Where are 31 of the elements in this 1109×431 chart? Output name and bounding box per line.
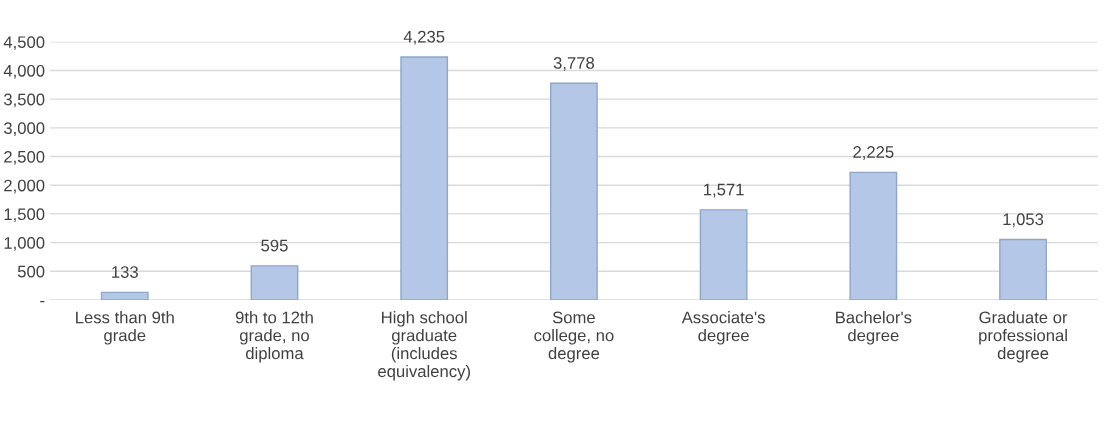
y-tick-label: 4,000 xyxy=(3,64,45,79)
y-tick-label: 1,500 xyxy=(4,208,45,223)
bar xyxy=(699,209,748,300)
y-tick-label: 3,000 xyxy=(3,122,45,137)
data-label: 4,235 xyxy=(403,30,445,45)
bar xyxy=(400,56,449,300)
y-tick-label: 500 xyxy=(17,265,45,278)
x-tick-label: Bachelor's degree xyxy=(836,311,912,345)
x-tick-label: Less than 9th grade xyxy=(76,311,174,345)
data-label: 1,053 xyxy=(1003,213,1044,228)
y-tick-label: 2,500 xyxy=(4,150,45,165)
data-label: 133 xyxy=(112,266,138,278)
y-tick-label: 2,000 xyxy=(4,179,45,194)
y-tick-label: - xyxy=(40,300,45,303)
bar xyxy=(550,82,598,300)
x-tick-label: 9th to 12th grade, no diploma xyxy=(235,311,313,363)
y-tick-label: 3,500 xyxy=(3,93,45,108)
y-tick-label: 4,500 xyxy=(3,36,45,50)
bar xyxy=(100,291,149,300)
y-tick-label: 1,000 xyxy=(4,237,45,251)
bar xyxy=(250,265,299,300)
x-tick-label: Some college, no degree xyxy=(534,311,614,363)
x-tick-label: Graduate or professional degree xyxy=(979,311,1068,363)
bar xyxy=(849,171,898,300)
data-label: 1,571 xyxy=(704,183,744,198)
x-tick-label: High school graduate (includes equivalency) xyxy=(378,311,470,381)
data-label: 595 xyxy=(261,239,288,252)
data-label: 2,225 xyxy=(853,146,894,160)
x-tick-label: Associate's degree xyxy=(681,311,765,345)
bar xyxy=(999,238,1047,300)
data-label: 3,778 xyxy=(553,57,595,71)
